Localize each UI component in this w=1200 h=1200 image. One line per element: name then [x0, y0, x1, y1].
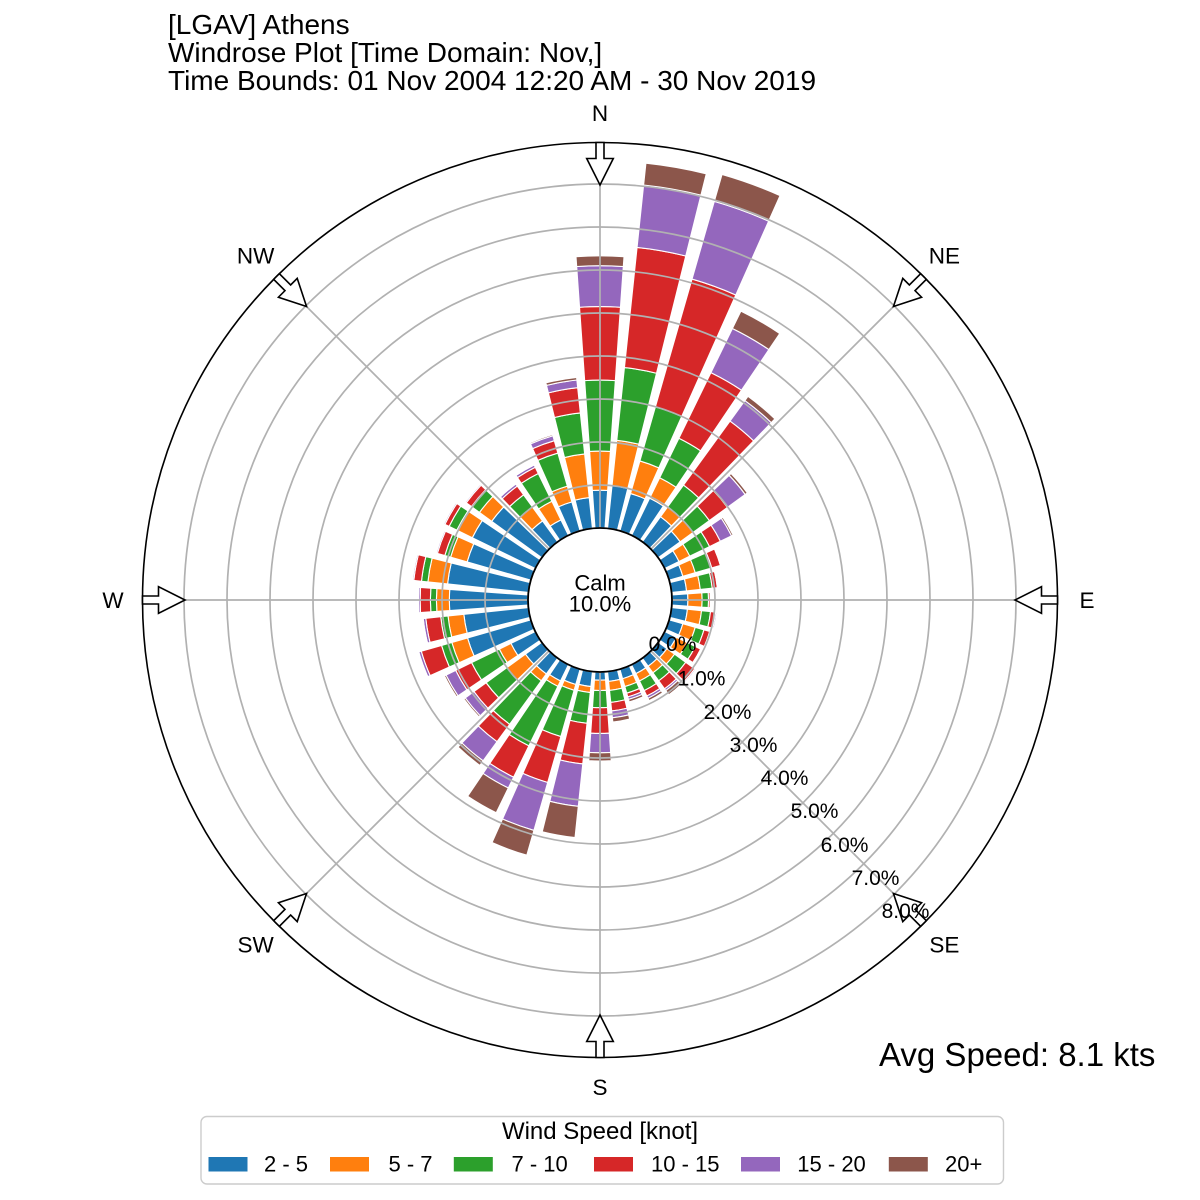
svg-text:SE: SE: [929, 932, 959, 957]
svg-text:N: N: [592, 101, 608, 126]
svg-text:7 - 10: 7 - 10: [512, 1152, 568, 1177]
svg-text:Wind Speed [knot]: Wind Speed [knot]: [502, 1118, 698, 1145]
svg-text:8.0%: 8.0%: [882, 900, 930, 923]
svg-text:4.0%: 4.0%: [761, 767, 809, 790]
svg-text:Avg Speed: 8.1 kts: Avg Speed: 8.1 kts: [879, 1036, 1155, 1073]
svg-text:[LGAV] Athens: [LGAV] Athens: [168, 9, 350, 40]
svg-text:W: W: [102, 588, 124, 613]
svg-text:S: S: [592, 1075, 607, 1100]
svg-text:NW: NW: [237, 244, 275, 269]
svg-text:SW: SW: [237, 932, 274, 957]
svg-text:Windrose Plot [Time Domain: No: Windrose Plot [Time Domain: Nov,]: [168, 37, 602, 68]
svg-text:3.0%: 3.0%: [730, 734, 778, 757]
svg-text:10.0%: 10.0%: [569, 592, 631, 617]
svg-text:2 - 5: 2 - 5: [264, 1152, 308, 1177]
svg-text:7.0%: 7.0%: [852, 867, 900, 890]
svg-text:E: E: [1079, 588, 1094, 613]
svg-text:20+: 20+: [945, 1152, 982, 1177]
svg-text:5.0%: 5.0%: [791, 800, 839, 823]
svg-text:15 - 20: 15 - 20: [797, 1152, 866, 1177]
svg-text:Calm: Calm: [574, 571, 625, 596]
svg-text:1.0%: 1.0%: [678, 668, 726, 691]
svg-text:6.0%: 6.0%: [821, 834, 869, 857]
svg-text:5 - 7: 5 - 7: [389, 1152, 433, 1177]
svg-text:2.0%: 2.0%: [704, 701, 752, 724]
svg-text:Time Bounds: 01 Nov 2004 12:20: Time Bounds: 01 Nov 2004 12:20 AM - 30 N…: [168, 65, 816, 96]
svg-text:0.0%: 0.0%: [649, 633, 697, 656]
svg-text:NE: NE: [929, 244, 960, 269]
svg-text:10 - 15: 10 - 15: [651, 1152, 720, 1177]
